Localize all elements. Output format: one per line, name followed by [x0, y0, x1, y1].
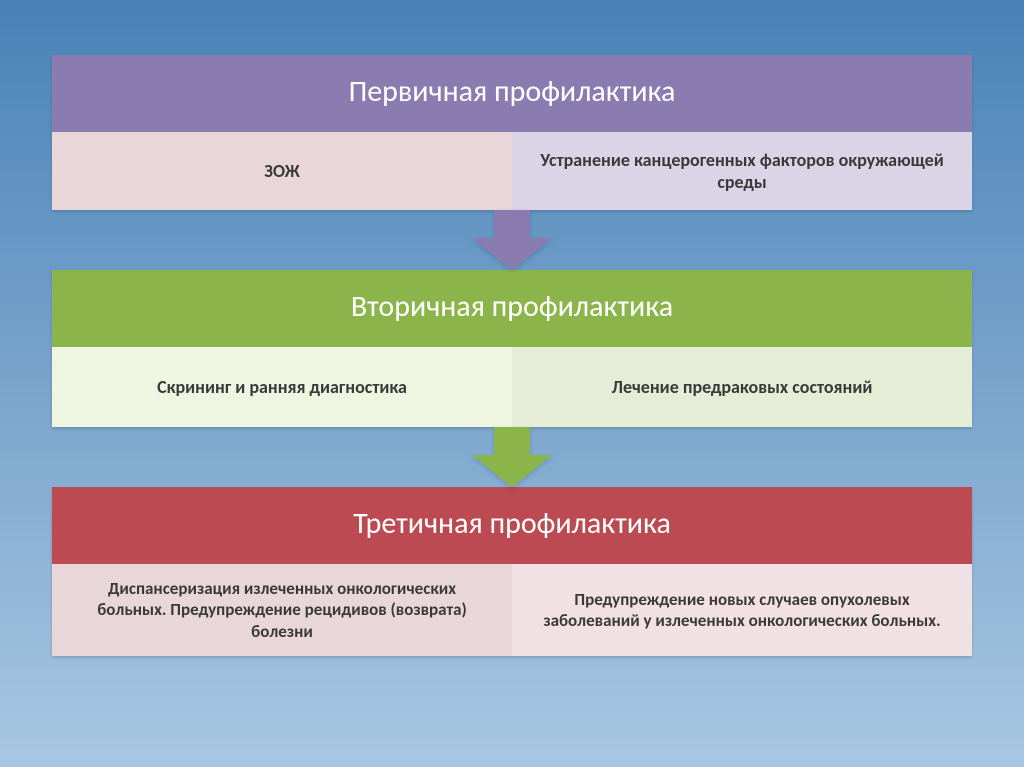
- arrow-down-icon: [472, 427, 552, 487]
- block-primary-row: ЗОЖ Устранение канцерогенных факторов ок…: [52, 132, 972, 210]
- block-primary-cell-1: Устранение канцерогенных факторов окружа…: [512, 132, 972, 210]
- arrow-2-wrap: [52, 427, 972, 487]
- block-primary-cell-0: ЗОЖ: [52, 132, 512, 210]
- block-tertiary-header: Третичная профилактика: [52, 487, 972, 564]
- block-tertiary-cell-0: Диспансеризация излеченных онкологически…: [52, 564, 512, 656]
- arrow-down-icon: [472, 210, 552, 270]
- diagram-stage: Первичная профилактика ЗОЖ Устранение ка…: [0, 0, 1024, 767]
- block-secondary-row: Скрининг и ранняя диагностика Лечение пр…: [52, 347, 972, 427]
- block-tertiary-cell-1: Предупреждение новых случаев опухолевых …: [512, 564, 972, 656]
- block-secondary-header: Вторичная профилактика: [52, 270, 972, 347]
- block-secondary-cell-1: Лечение предраковых состояний: [512, 347, 972, 427]
- arrow-1-wrap: [52, 210, 972, 270]
- block-tertiary: Третичная профилактика Диспансеризация и…: [52, 487, 972, 656]
- block-primary-header: Первичная профилактика: [52, 55, 972, 132]
- block-primary: Первичная профилактика ЗОЖ Устранение ка…: [52, 55, 972, 210]
- block-secondary-cell-0: Скрининг и ранняя диагностика: [52, 347, 512, 427]
- block-tertiary-row: Диспансеризация излеченных онкологически…: [52, 564, 972, 656]
- block-secondary: Вторичная профилактика Скрининг и ранняя…: [52, 270, 972, 427]
